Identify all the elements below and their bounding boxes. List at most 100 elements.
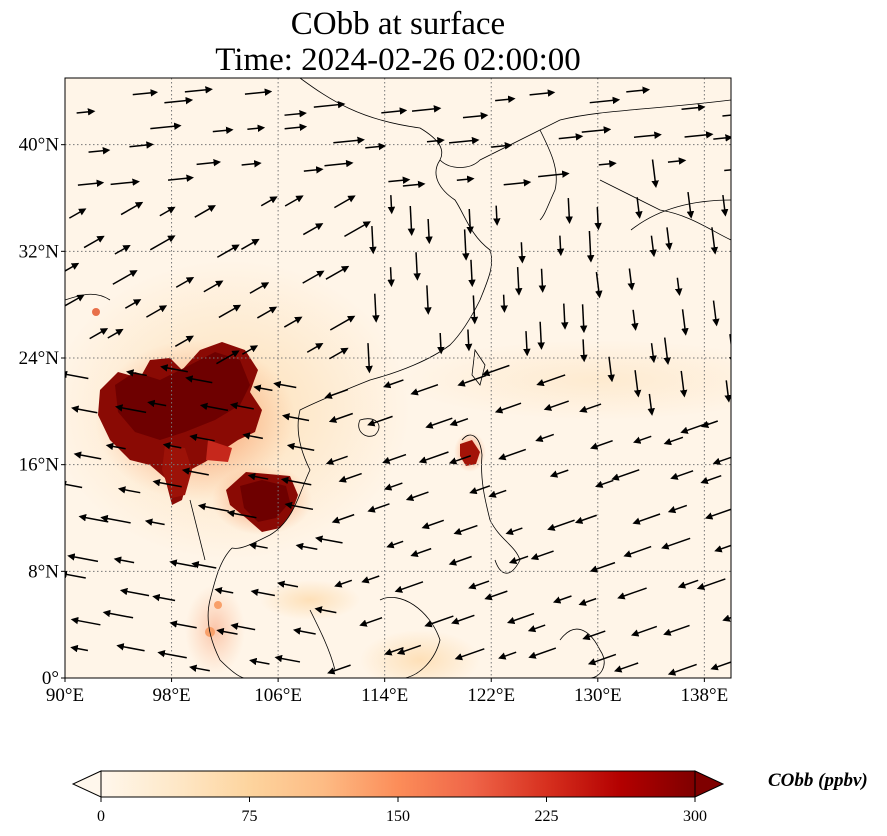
wind-arrow (212, 126, 234, 135)
wind-arrow (218, 304, 242, 319)
wind-arrow (150, 122, 182, 130)
wind-arrow (70, 616, 101, 626)
wind-arrow (448, 555, 472, 566)
wind-arrow (361, 575, 380, 584)
wind-arrow (167, 174, 194, 182)
wind-arrow (402, 180, 426, 189)
wind-arrow (530, 550, 554, 561)
lon-tick-label: 138°E (681, 685, 729, 706)
wind-arrow (191, 561, 217, 569)
wind-arrow (651, 159, 659, 189)
wind-arrow (383, 482, 403, 491)
wind-arrow (681, 103, 706, 112)
wind-arrow (159, 206, 176, 217)
wind-arrow (241, 160, 262, 168)
wind-arrow (503, 179, 532, 187)
wind-arrow (407, 205, 416, 237)
wind-arrow (277, 580, 299, 588)
wind-arrow (68, 208, 87, 219)
wind-arrow (462, 229, 470, 261)
wind-arrow (514, 267, 523, 296)
wind-arrow (369, 226, 377, 255)
wind-arrow (229, 402, 254, 410)
lon-tick-label: 98°E (152, 685, 190, 706)
wind-arrow (649, 343, 657, 364)
lat-tick-label: 0° (42, 668, 59, 689)
wind-arrow (630, 625, 658, 637)
wind-arrow (425, 417, 453, 429)
wind-arrow (405, 491, 429, 502)
wind-arrow (425, 218, 433, 245)
wind-arrow (382, 379, 404, 389)
wind-arrow (505, 527, 523, 535)
wind-arrow (105, 442, 126, 451)
wind-arrow (365, 142, 387, 151)
wind-arrow (413, 252, 421, 281)
wind-arrow (117, 486, 141, 494)
wind-arrow (679, 370, 688, 398)
wind-arrow (574, 514, 597, 524)
wind-arrow (230, 622, 256, 631)
wind-arrow (466, 208, 474, 235)
wind-arrow (382, 453, 407, 464)
wind-arrow (67, 553, 99, 563)
wind-arrow (250, 588, 275, 597)
wind-arrow (454, 648, 485, 661)
wind-arrow (83, 235, 105, 249)
wind-arrow (281, 413, 310, 422)
wind-arrow (500, 294, 508, 313)
wind-arrow (283, 316, 303, 328)
wind-arrow (365, 343, 373, 374)
wind-arrow (71, 405, 98, 414)
wind-arrow (457, 374, 487, 387)
wind-arrow (437, 332, 445, 355)
wind-arrow (663, 624, 690, 636)
wind-arrow (614, 662, 639, 673)
wind-arrow (244, 88, 273, 96)
lon-tick-label: 106°E (254, 685, 302, 706)
wind-arrow (274, 654, 301, 663)
wind-vectors (65, 86, 731, 676)
wind-arrow (325, 455, 348, 465)
wind-arrow (647, 393, 655, 416)
wind-arrow (627, 268, 635, 291)
wind-arrow (468, 259, 476, 288)
wind-arrow (493, 205, 501, 226)
wind-arrow (674, 277, 683, 297)
wind-arrow (421, 519, 445, 530)
wind-arrow (595, 271, 603, 299)
wind-arrow (623, 545, 652, 558)
wind-arrow (700, 474, 722, 485)
wind-arrow (667, 504, 688, 514)
wind-arrow (538, 268, 547, 293)
wind-arrow (367, 415, 393, 427)
wind-arrow (552, 595, 572, 604)
wind-arrow (102, 609, 134, 619)
wind-arrow (107, 328, 124, 339)
wind-arrow (710, 661, 731, 671)
lat-tick-label: 32°N (19, 241, 60, 262)
wind-arrow (157, 649, 187, 659)
wind-arrow (119, 587, 150, 597)
wind-arrow (663, 436, 684, 446)
wind-arrow (247, 124, 266, 132)
wind-arrow (560, 303, 569, 330)
wind-arrow (617, 587, 647, 600)
wind-arrow (126, 369, 147, 377)
wind-arrow (724, 169, 731, 172)
wind-arrow (284, 123, 308, 131)
wind-arrow (333, 136, 365, 145)
wind-arrow (149, 235, 176, 251)
wind-arrow (273, 380, 297, 389)
wind-arrow (199, 402, 229, 412)
colorbar: 0 75 150 225 300 (71, 770, 725, 825)
wind-arrow (484, 590, 508, 601)
wind-arrow (712, 300, 720, 327)
wind-arrow (189, 664, 210, 672)
wind-arrow (329, 347, 349, 360)
wind-arrow (260, 196, 278, 207)
wind-arrow (189, 433, 215, 442)
wind-arrow (494, 402, 522, 414)
wind-arrow (581, 126, 612, 134)
wind-arrow (523, 331, 531, 357)
